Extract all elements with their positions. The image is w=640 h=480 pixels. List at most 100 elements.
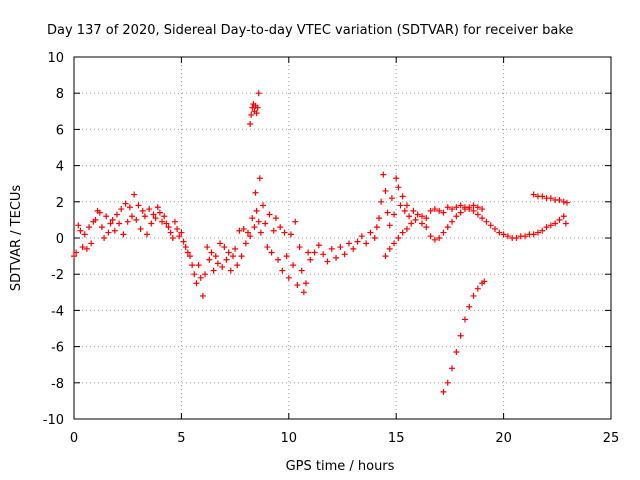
y-tick-label: 6	[56, 123, 64, 138]
data-point	[262, 220, 269, 227]
data-point	[534, 229, 541, 236]
x-tick-label: 10	[281, 431, 298, 446]
data-point	[141, 213, 148, 220]
data-point	[182, 244, 189, 251]
data-point	[487, 222, 494, 229]
grid-lines	[74, 57, 611, 419]
data-point	[227, 267, 234, 274]
x-tick-label: 20	[495, 431, 512, 446]
data-point	[539, 193, 546, 200]
data-point	[423, 215, 430, 222]
data-point	[384, 209, 391, 216]
data-point	[260, 202, 267, 209]
data-point	[403, 225, 410, 232]
data-point	[283, 253, 290, 260]
y-tick-label: -2	[51, 268, 64, 283]
data-point	[202, 271, 209, 278]
data-point	[191, 271, 198, 278]
x-tick-label: 25	[603, 431, 620, 446]
data-point	[152, 215, 159, 222]
data-point	[159, 218, 166, 225]
series-lower-branch-15h	[382, 216, 419, 260]
data-point	[320, 251, 327, 258]
data-point	[418, 213, 425, 220]
data-point	[391, 240, 398, 247]
series-isolated-cluster-8h	[247, 90, 263, 196]
series-loop-16-19h	[418, 202, 486, 243]
data-point	[163, 220, 170, 227]
data-point	[212, 253, 219, 260]
data-point	[436, 235, 443, 241]
data-point	[363, 240, 370, 247]
data-point	[251, 224, 258, 231]
data-point	[126, 204, 133, 211]
data-point	[81, 231, 88, 238]
data-point	[492, 225, 499, 232]
data-point	[116, 220, 123, 227]
data-point	[144, 231, 151, 238]
data-point	[277, 224, 284, 231]
data-point	[105, 229, 112, 236]
data-point	[504, 233, 511, 240]
data-point	[563, 199, 570, 206]
data-point	[307, 256, 314, 263]
chart-title: Day 137 of 2020, Sidereal Day-to-day VTE…	[47, 23, 573, 38]
data-point	[457, 202, 464, 209]
y-tick-label: -8	[51, 377, 64, 392]
data-point	[255, 90, 262, 97]
data-point	[382, 187, 389, 194]
data-point	[418, 220, 425, 227]
data-point	[410, 207, 417, 214]
data-point	[388, 195, 395, 202]
data-point	[305, 249, 312, 256]
data-point	[137, 225, 144, 232]
data-point	[238, 253, 245, 260]
data-point	[150, 211, 157, 218]
data-point	[466, 204, 473, 211]
data-point	[556, 196, 563, 203]
data-point	[275, 256, 282, 263]
data-point	[154, 204, 161, 211]
data-point	[223, 256, 230, 263]
data-point	[474, 204, 481, 211]
data-point	[232, 245, 239, 252]
data-point	[449, 365, 456, 372]
data-point	[135, 202, 142, 209]
data-point	[444, 379, 451, 386]
axis-ticks: 0 5 10 15 20 25 -10 -8 -6 -4 -2 0 2 4 6 8 10	[43, 51, 620, 446]
data-point	[73, 249, 80, 256]
series-upper-band-21-23h	[530, 191, 570, 206]
data-point	[122, 200, 129, 207]
data-point	[98, 224, 105, 231]
data-point	[171, 218, 178, 225]
data-point	[272, 215, 279, 222]
data-point	[75, 222, 82, 229]
data-point	[184, 249, 191, 256]
data-point	[264, 244, 271, 251]
data-point	[324, 258, 331, 265]
data-point	[380, 171, 387, 178]
data-point	[83, 245, 90, 252]
y-tick-label: -6	[51, 341, 64, 356]
data-point	[530, 231, 537, 238]
data-point	[199, 292, 206, 299]
data-point	[86, 224, 93, 231]
data-point	[543, 224, 550, 231]
data-point	[354, 238, 361, 245]
data-point	[300, 289, 307, 296]
data-point	[466, 303, 473, 310]
data-point	[71, 253, 77, 260]
data-point	[386, 222, 393, 229]
data-point	[148, 220, 155, 227]
data-point	[247, 233, 254, 240]
data-point	[470, 202, 477, 209]
data-point	[440, 209, 447, 216]
data-point	[161, 213, 168, 220]
data-point	[399, 193, 406, 200]
data-point	[113, 211, 120, 218]
data-point	[378, 198, 385, 205]
data-point	[249, 104, 256, 111]
data-point	[530, 191, 537, 198]
data-point	[214, 260, 221, 267]
